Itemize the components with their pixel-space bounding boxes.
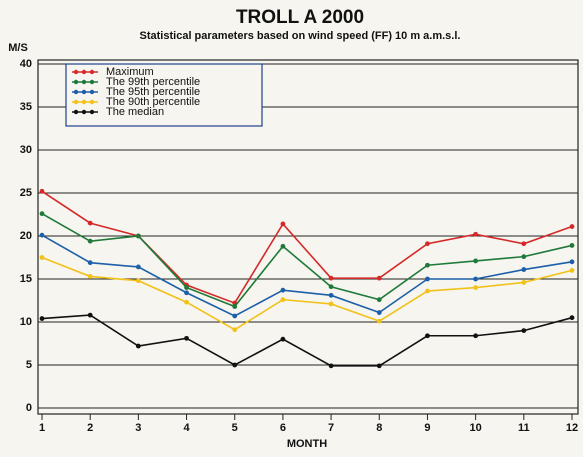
data-point bbox=[280, 221, 286, 227]
data-point bbox=[569, 268, 575, 273]
y-tick-label: 25 bbox=[20, 187, 32, 199]
data-point bbox=[376, 318, 382, 324]
y-tick-label: 35 bbox=[20, 101, 32, 113]
x-tick-label: 5 bbox=[232, 422, 238, 434]
legend-label: Maximum bbox=[106, 66, 154, 78]
y-tick-label: 15 bbox=[20, 273, 32, 285]
data-point bbox=[328, 284, 334, 290]
data-point bbox=[328, 363, 334, 369]
data-point bbox=[328, 301, 334, 307]
data-point bbox=[39, 316, 45, 321]
data-point bbox=[39, 211, 45, 217]
data-point bbox=[184, 290, 189, 296]
data-point bbox=[328, 275, 334, 281]
plot-frame bbox=[37, 59, 579, 415]
data-point bbox=[87, 274, 93, 279]
data-point bbox=[280, 336, 286, 342]
legend-label: The 99th percentile bbox=[106, 76, 200, 88]
data-point bbox=[425, 262, 430, 268]
data-point bbox=[280, 297, 286, 303]
y-axis-label: M/S bbox=[8, 42, 28, 54]
legend-label: The 95th percentile bbox=[106, 86, 200, 98]
data-point bbox=[473, 231, 479, 237]
y-tick-label: 0 bbox=[26, 402, 32, 414]
data-point bbox=[569, 224, 575, 229]
y-tick-label: 40 bbox=[20, 58, 32, 70]
data-point bbox=[473, 285, 479, 290]
x-tick-label: 12 bbox=[566, 422, 578, 434]
legend-box bbox=[65, 63, 263, 127]
x-tick-label: 11 bbox=[518, 422, 530, 434]
data-point bbox=[135, 233, 141, 239]
series-line bbox=[41, 234, 573, 317]
legend-label: The 90th percentile bbox=[106, 96, 200, 108]
x-tick-label: 1 bbox=[39, 422, 45, 434]
data-point bbox=[135, 264, 141, 270]
x-tick-label: 3 bbox=[135, 422, 141, 434]
data-point bbox=[473, 276, 479, 282]
data-point bbox=[569, 259, 575, 265]
data-point bbox=[39, 188, 45, 194]
data-point bbox=[232, 362, 238, 368]
y-tick-label: 20 bbox=[20, 230, 32, 242]
chart-title: TROLL A 2000 bbox=[236, 7, 364, 28]
data-point bbox=[425, 241, 430, 247]
x-tick-label: 8 bbox=[376, 422, 382, 434]
data-point bbox=[521, 241, 527, 247]
data-point bbox=[87, 220, 93, 226]
data-point bbox=[87, 238, 93, 244]
x-axis-label: MONTH bbox=[287, 438, 327, 450]
data-point bbox=[521, 280, 527, 285]
y-tick-label: 10 bbox=[20, 316, 32, 328]
series-line bbox=[41, 256, 573, 331]
data-point bbox=[184, 335, 189, 341]
legend-label: The median bbox=[106, 106, 164, 118]
series-line bbox=[41, 190, 573, 305]
chart-subtitle: Statistical parameters based on wind spe… bbox=[140, 30, 461, 42]
data-point bbox=[569, 243, 575, 248]
x-tick-label: 6 bbox=[280, 422, 286, 434]
data-point bbox=[425, 288, 430, 294]
data-point bbox=[280, 287, 286, 293]
data-point bbox=[87, 312, 93, 318]
data-point bbox=[328, 292, 334, 298]
data-point bbox=[232, 304, 238, 309]
data-point bbox=[184, 299, 189, 305]
data-point bbox=[473, 258, 479, 264]
x-tick-label: 7 bbox=[328, 422, 334, 434]
data-point bbox=[135, 343, 141, 349]
data-point bbox=[521, 254, 527, 260]
series-line bbox=[41, 212, 573, 308]
x-tick-label: 2 bbox=[87, 422, 93, 434]
data-point bbox=[87, 260, 93, 266]
data-point bbox=[425, 276, 430, 282]
data-point bbox=[376, 297, 382, 303]
data-point bbox=[232, 313, 238, 319]
y-tick-label: 5 bbox=[26, 359, 32, 371]
data-point bbox=[425, 333, 430, 339]
x-tick-label: 10 bbox=[470, 422, 482, 434]
data-point bbox=[521, 328, 527, 333]
series-line bbox=[41, 314, 573, 367]
data-point bbox=[232, 327, 238, 333]
data-point bbox=[184, 285, 189, 290]
data-point bbox=[135, 278, 141, 284]
data-point bbox=[376, 275, 382, 281]
data-point bbox=[521, 267, 527, 272]
x-tick-label: 4 bbox=[183, 422, 190, 434]
data-point bbox=[569, 315, 575, 321]
data-point bbox=[473, 333, 479, 339]
data-point bbox=[376, 363, 382, 369]
y-tick-label: 30 bbox=[20, 144, 32, 156]
x-tick-label: 9 bbox=[424, 422, 430, 434]
data-point bbox=[39, 255, 45, 260]
data-point bbox=[376, 310, 382, 315]
data-point bbox=[280, 243, 286, 249]
data-point bbox=[39, 232, 45, 238]
